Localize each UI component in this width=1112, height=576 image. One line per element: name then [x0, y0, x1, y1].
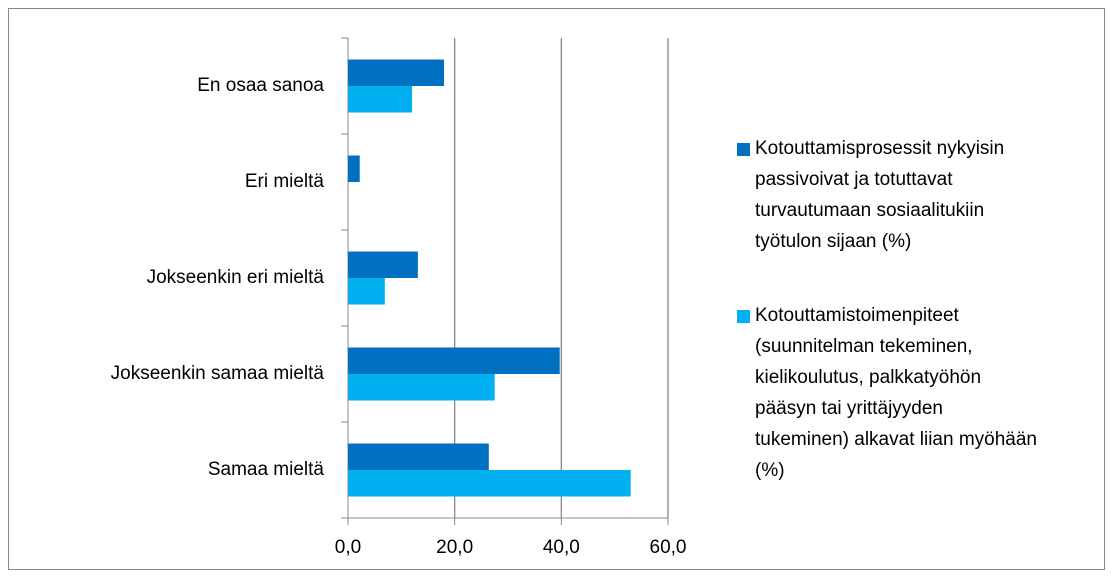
legend-item: Kotouttamisprosessit nykyisin passivoiva… — [737, 133, 1037, 257]
bar — [348, 59, 444, 86]
chart-border — [8, 8, 1105, 570]
bar — [348, 347, 560, 374]
bar — [348, 278, 385, 305]
y-tick-label: Jokseenkin samaa mieltä — [111, 363, 325, 384]
y-tick-label: Samaa mieltä — [208, 459, 325, 480]
bar — [348, 251, 418, 278]
bar — [348, 470, 631, 497]
x-tick-label: 20,0 — [436, 537, 473, 558]
bar — [348, 374, 495, 401]
y-tick-label: En osaa sanoa — [197, 75, 324, 96]
y-tick-label: Eri mieltä — [245, 171, 325, 192]
legend-item: Kotouttamistoimenpiteet (suunnitelman te… — [737, 300, 1037, 486]
bar — [348, 86, 412, 113]
y-tick-label: Jokseenkin eri mieltä — [147, 267, 325, 288]
x-tick-label: 60,0 — [650, 537, 687, 558]
legend-label: Kotouttamistoimenpiteet (suunnitelman te… — [755, 305, 1037, 481]
legend-swatch — [737, 143, 750, 156]
legend-swatch — [737, 310, 750, 323]
x-tick-label: 0,0 — [335, 537, 361, 558]
x-tick-label: 40,0 — [543, 537, 580, 558]
bar — [348, 155, 360, 182]
bar — [348, 443, 489, 470]
legend-label: Kotouttamisprosessit nykyisin passivoiva… — [755, 138, 1005, 252]
